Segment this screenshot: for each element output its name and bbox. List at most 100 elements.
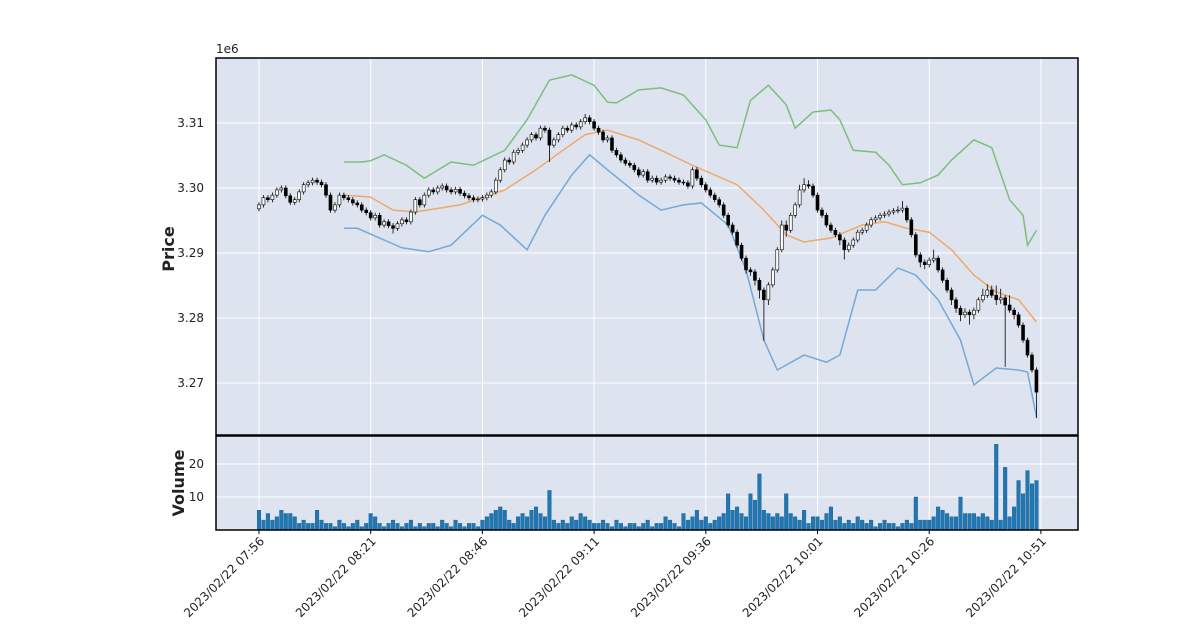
volume-bar [444, 523, 449, 531]
volume-bar [1012, 506, 1017, 531]
candle-body [279, 187, 284, 191]
candle-body [945, 279, 949, 291]
candle-body [641, 171, 646, 176]
candle-body [435, 187, 440, 193]
x-tick-label: 2023/02/22 10:51 [963, 534, 1049, 620]
candle-body [476, 198, 480, 201]
candle-body [409, 211, 413, 223]
volume-bar [846, 519, 851, 531]
volume-bar [949, 516, 954, 531]
volume-bar [931, 516, 936, 531]
volume-bar [739, 513, 744, 531]
candle-body [636, 169, 641, 176]
volume-bar [690, 516, 695, 531]
candle-body [668, 176, 672, 179]
candle-body [936, 257, 940, 271]
candle-body [981, 294, 985, 301]
candle-body [793, 204, 797, 216]
candle-body [663, 176, 668, 181]
candle-body [310, 179, 315, 184]
volume-bar [301, 519, 306, 531]
candle-body [954, 299, 958, 309]
volume-bar [752, 500, 757, 531]
volume-bar [735, 506, 740, 531]
marks [256, 74, 1039, 531]
volume-bar [962, 513, 967, 531]
candle-body [695, 169, 699, 179]
volume-bar [766, 513, 771, 531]
candle-body [315, 179, 319, 183]
volume-bar [511, 523, 516, 531]
x-tick-label: 2023/02/22 09:11 [516, 534, 602, 620]
volume-bar [592, 523, 597, 531]
volume-bar [998, 519, 1003, 531]
volume-bar [520, 513, 525, 531]
candle-body [257, 204, 261, 210]
volume-bar [551, 519, 556, 531]
volume-bar [525, 516, 530, 531]
volume-bar [793, 516, 798, 531]
candle-body [855, 231, 860, 241]
candle-body [1030, 354, 1034, 371]
candle-body [958, 307, 963, 316]
volume-bar [900, 523, 905, 531]
volume-bar [1007, 516, 1012, 531]
candle-body [708, 189, 713, 196]
volume-bar [583, 516, 588, 531]
volume-bar [654, 523, 659, 531]
candle-body [811, 185, 815, 196]
volume-bar [913, 496, 918, 531]
volume-bar [954, 516, 959, 531]
volume-bar [967, 513, 972, 531]
volume-bar [279, 510, 284, 531]
candle-body [989, 289, 994, 296]
candle-body [507, 159, 512, 163]
x-tick-label: 2023/02/22 08:46 [405, 534, 491, 620]
candle-body [529, 134, 534, 141]
volume-bar [730, 510, 735, 531]
volume-bar [936, 506, 941, 531]
volume-bar [802, 510, 807, 531]
candle-body [520, 144, 525, 151]
candle-body [677, 179, 681, 183]
volume-bar [364, 523, 369, 531]
candle-body [569, 124, 574, 131]
volume-bar [440, 519, 445, 531]
band-line [343, 74, 1038, 248]
candle-body [592, 121, 596, 129]
candle-body [628, 163, 632, 166]
candle-body [699, 177, 704, 186]
y-tick-label: 3.30 [177, 181, 204, 195]
volume-bar [788, 513, 793, 531]
candle-body [587, 117, 592, 123]
candle-body [659, 179, 663, 183]
offset-label: 1e6 [216, 42, 239, 56]
candle-body [395, 223, 400, 229]
volume-bar [578, 513, 583, 531]
candle-body [739, 244, 744, 259]
volume-tick-label: 10 [189, 490, 204, 504]
candle-body [493, 179, 498, 193]
volume-bar [945, 513, 950, 531]
volume-bar [471, 523, 476, 531]
candle-body [342, 194, 346, 199]
volume-bar [721, 513, 726, 531]
candle-body [869, 219, 873, 226]
candle-body [730, 224, 735, 233]
volume-bar [502, 510, 507, 531]
candle-body [882, 213, 887, 216]
candle-body [891, 210, 896, 213]
volume-bar [837, 516, 842, 531]
candle-body [972, 309, 976, 316]
candle-body [1025, 339, 1030, 356]
candle-body [878, 215, 882, 219]
volume-bar [516, 516, 521, 531]
candle-body [998, 297, 1003, 301]
candle-body [552, 139, 556, 146]
x-tick-label: 2023/02/22 10:01 [740, 534, 826, 620]
volume-bar [534, 506, 539, 531]
candle-body [909, 219, 914, 236]
volume-bar [806, 523, 811, 531]
candle-body [578, 121, 583, 128]
volume-bar [860, 519, 865, 531]
